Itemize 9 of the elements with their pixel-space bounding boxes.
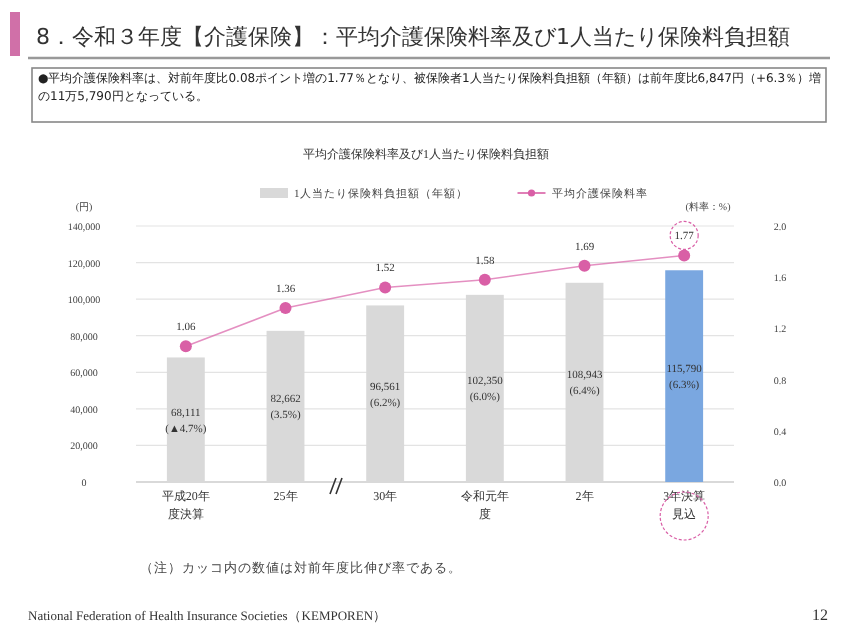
point [379, 281, 392, 294]
point [279, 301, 292, 314]
point [478, 273, 491, 286]
chart-title: 8．令和３年度【介護保険】：平均介護保険料率及び1人当たり保険料負担額 [36, 24, 790, 50]
point [179, 340, 192, 353]
point [678, 249, 691, 262]
bar [665, 270, 704, 482]
text: 12 [812, 606, 828, 624]
point [578, 259, 591, 272]
